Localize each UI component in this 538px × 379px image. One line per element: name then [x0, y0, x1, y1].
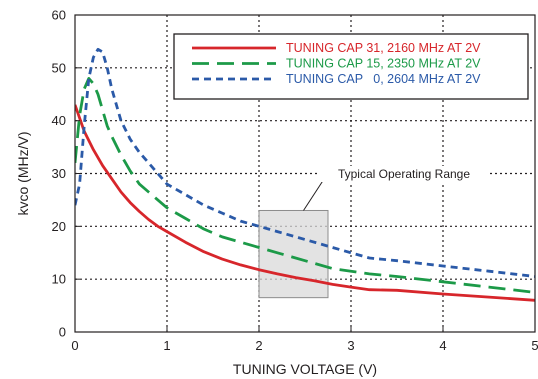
x-tick-label: 5 [531, 338, 538, 353]
annotation-background [320, 166, 488, 182]
series-lines [75, 47, 535, 302]
x-tick-label: 1 [163, 338, 170, 353]
annotation-label: Typical Operating Range [338, 167, 470, 181]
y-tick-label: 30 [52, 166, 66, 181]
series-line-3 [75, 47, 535, 278]
y-tick-label: 50 [52, 60, 66, 75]
x-tick-label: 3 [347, 338, 354, 353]
series-line-2 [75, 77, 535, 294]
legend-box [173, 33, 529, 100]
y-tick-label: 10 [52, 272, 66, 287]
x-tick-label: 0 [71, 338, 78, 353]
x-tick-label: 2 [255, 338, 262, 353]
legend-label-2: TUNING CAP 15, 2350 MHz AT 2V [286, 57, 481, 71]
y-tick-label: 0 [59, 325, 66, 340]
x-tick-label: 4 [439, 338, 446, 353]
y-tick-label: 40 [52, 113, 66, 128]
operating-range-box [258, 209, 329, 299]
legend-label-3: TUNING CAP 0, 2604 MHz AT 2V [286, 72, 481, 86]
legend: TUNING CAP 31, 2160 MHz AT 2V TUNING CAP … [173, 33, 529, 100]
x-axis-label: TUNING VOLTAGE (V) [233, 361, 377, 377]
y-axis-label: kvco (MHz/V) [15, 132, 31, 216]
series-line-1 [75, 104, 535, 302]
y-tick-label: 20 [52, 219, 66, 234]
y-tick-label: 60 [52, 8, 66, 23]
legend-label-1: TUNING CAP 31, 2160 MHz AT 2V [286, 41, 481, 55]
